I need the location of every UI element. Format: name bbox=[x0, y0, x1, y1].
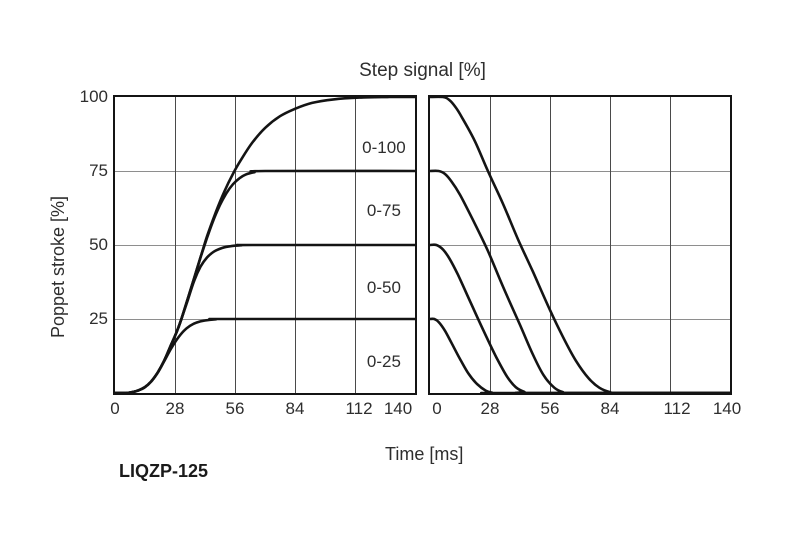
closing-x-tick-label: 28 bbox=[480, 399, 500, 418]
closing-x-tick-label: 84 bbox=[600, 399, 620, 418]
opening-x-tick-label: 84 bbox=[285, 399, 305, 418]
curve-0-50 bbox=[428, 243, 732, 395]
curve-0-100 bbox=[428, 95, 732, 395]
y-tick-label: 100 bbox=[79, 87, 108, 106]
series-label-0-50: 0-50 bbox=[366, 277, 401, 297]
y-tick-label: 50 bbox=[89, 235, 108, 254]
series-label-0-75: 0-75 bbox=[366, 200, 401, 220]
opening-x-tick-label: 112 bbox=[345, 399, 373, 418]
curve-0-25 bbox=[428, 317, 732, 395]
closing-step-response-panel bbox=[428, 95, 732, 395]
opening-x-tick-label: 0 bbox=[110, 399, 120, 418]
opening-step-response-panel: 0-100 0-75 0-50 0-25 bbox=[113, 95, 417, 395]
chart-title: Step signal [%] bbox=[359, 60, 486, 81]
series-label-0-100: 0-100 bbox=[362, 137, 406, 157]
closing-x-tick-label: 56 bbox=[540, 399, 560, 418]
y-tick-label: 25 bbox=[89, 309, 108, 328]
opening-x-tick-label: 56 bbox=[225, 399, 245, 418]
closing-x-tick-label: 140 bbox=[712, 399, 742, 418]
y-tick-label: 75 bbox=[89, 161, 108, 180]
opening-x-tick-label: 140 bbox=[383, 399, 413, 418]
curve-0-75 bbox=[428, 169, 732, 395]
model-label: LIQZP-125 bbox=[119, 461, 209, 481]
closing-x-tick-label: 0 bbox=[432, 399, 442, 418]
closing-plot-area bbox=[428, 95, 732, 395]
closing-x-tick-label: 112 bbox=[663, 399, 691, 418]
opening-plot-area bbox=[113, 95, 417, 395]
series-label-0-25: 0-25 bbox=[366, 351, 401, 371]
opening-x-tick-label: 28 bbox=[165, 399, 185, 418]
x-axis-title: Time [ms] bbox=[385, 444, 464, 464]
curve-0-100 bbox=[113, 95, 417, 395]
